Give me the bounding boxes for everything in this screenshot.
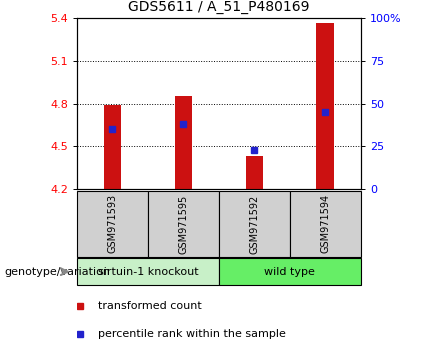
Bar (148, 191, 219, 257)
Bar (103, 105, 121, 189)
Bar (219, 258, 361, 285)
Bar (290, 191, 361, 257)
Bar (77, 258, 219, 285)
Text: transformed count: transformed count (98, 301, 202, 311)
Bar (77, 191, 148, 257)
Text: genotype/variation: genotype/variation (4, 267, 110, 277)
Text: wild type: wild type (264, 267, 315, 277)
Bar (246, 156, 263, 189)
Text: GSM971593: GSM971593 (107, 194, 117, 253)
Title: GDS5611 / A_51_P480169: GDS5611 / A_51_P480169 (128, 0, 310, 14)
Text: percentile rank within the sample: percentile rank within the sample (98, 330, 286, 339)
Text: GSM971594: GSM971594 (320, 194, 330, 253)
Text: sirtuin-1 knockout: sirtuin-1 knockout (98, 267, 198, 277)
Text: GSM971595: GSM971595 (179, 194, 188, 253)
Text: GSM971592: GSM971592 (249, 194, 259, 253)
Bar (316, 23, 334, 189)
Bar (219, 191, 290, 257)
Bar (175, 96, 192, 189)
